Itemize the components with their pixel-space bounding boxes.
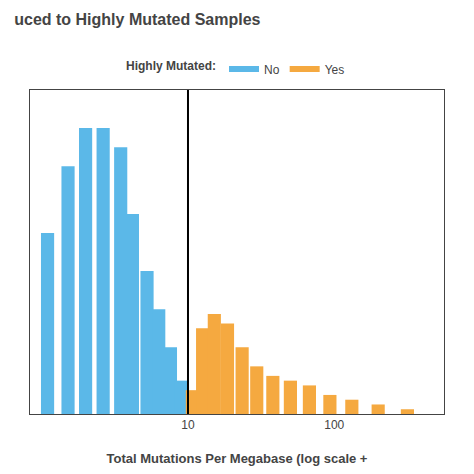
svg-text:Highly Mutated:: Highly Mutated: [126,59,216,73]
svg-text:Total Mutations Per Megabase (: Total Mutations Per Megabase (log scale … [107,451,368,466]
svg-text:No: No [264,63,280,77]
svg-text:100: 100 [324,418,344,432]
svg-text:uced to Highly Mutated Samples: uced to Highly Mutated Samples [14,11,260,28]
svg-text:Yes: Yes [325,63,345,77]
svg-text:10: 10 [181,418,195,432]
